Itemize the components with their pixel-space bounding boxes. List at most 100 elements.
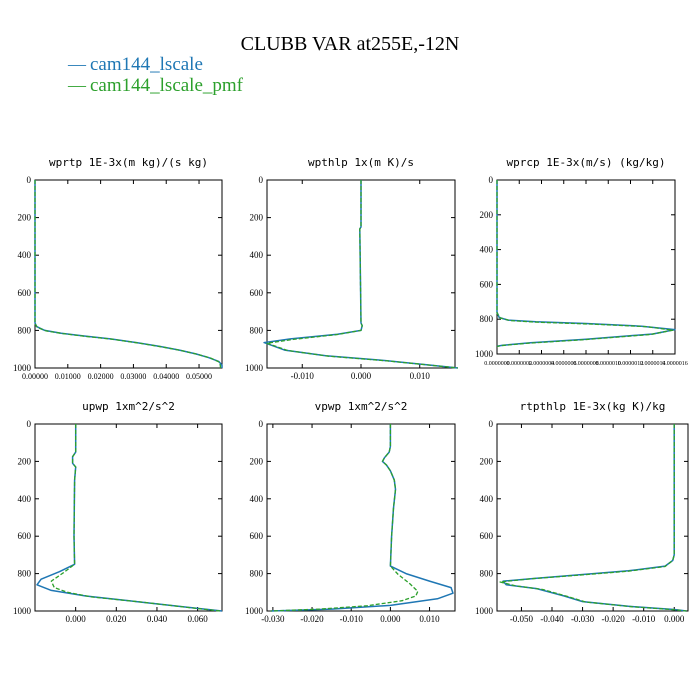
y-tick-label-wprcp: 1000 [475,349,494,359]
panel-vpwp: vpwp 1xm^2/s^2 0 200 400 600 800 1000-0.030 -0.… [245,400,456,624]
x-tick-label-wprtp: 0.05000 [186,372,212,381]
y-tick-label-vpwp: 200 [250,456,264,466]
x-tick-label-upwp: 0.040 [147,614,168,624]
panels: wprtp 1E-3x(m kg)/(s kg) 0 200 400 600 800 100… [13,156,689,624]
figure-title: CLUBB VAR at255E,-12N [241,33,460,55]
plot-frame-wprtp [34,179,223,369]
y-tick-label-rtpthlp: 600 [480,531,494,541]
legend-swatch-lscale: — [67,54,87,74]
series-line-wprcp-lscale [496,180,676,347]
y-tick-label-wpthlp: 600 [250,288,264,298]
panel-title-wprtp: wprtp 1E-3x(m kg)/(s kg) [49,156,208,169]
y-tick-label-upwp: 1000 [13,606,32,616]
y-tick-label-wpthlp: 400 [250,250,264,260]
y-tick-label-vpwp: 400 [250,494,264,504]
x-tick-label-rtpthlp: -0.040 [540,614,564,624]
plot-frame-wprcp [496,179,676,355]
y-tick-label-wprtp: 600 [18,288,32,298]
x-tick-label-wprtp: 0.00000 [22,372,48,381]
x-tick-label-wprcp: 0.0000004 [529,361,555,367]
x-tick-label-upwp: 0.020 [106,614,127,624]
series-line-rtpthlp-lscale-pmf [499,424,687,612]
x-tick-label-wprcp: 0.0000014 [640,361,666,367]
y-tick-label-vpwp: 600 [250,531,264,541]
panel-title-rtpthlp: rtpthlp 1E-3x(kg K)/kg [520,400,666,413]
y-tick-label-wpthlp: 1000 [245,363,264,373]
x-tick-label-rtpthlp: -0.050 [510,614,534,624]
x-tick-label-vpwp: -0.020 [300,614,324,624]
y-tick-label-wpthlp: 0 [259,175,264,185]
y-tick-label-upwp: 600 [18,531,32,541]
x-tick-label-upwp: 0.060 [187,614,208,624]
x-tick-label-wprcp: 0.0000002 [507,361,533,367]
y-tick-label-upwp: 200 [18,456,32,466]
y-tick-label-upwp: 400 [18,494,32,504]
figure-legend: — cam144_lscale — cam144_lscale_pmf [67,54,244,96]
series-line-upwp-lscale [36,424,223,612]
x-tick-label-vpwp: 0.000 [380,614,401,624]
y-tick-label-wpthlp: 200 [250,213,264,223]
x-tick-label-wprcp: 0.0000008 [573,361,599,367]
x-tick-label-vpwp: 0.010 [419,614,440,624]
panel-title-upwp: upwp 1xm^2/s^2 [82,400,175,413]
y-tick-label-wprtp: 1000 [13,363,32,373]
plot-frame-rtpthlp [496,423,689,612]
panel-wprtp: wprtp 1E-3x(m kg)/(s kg) 0 200 400 600 800 100… [13,156,223,381]
y-tick-label-wprcp: 800 [480,314,494,324]
y-tick-label-wprcp: 200 [480,210,494,220]
legend-entry-lscale: — cam144_lscale [67,54,203,75]
x-tick-label-wprcp: 0.0000012 [618,361,644,367]
y-tick-label-rtpthlp: 800 [480,569,494,579]
y-tick-label-wprcp: 400 [480,245,494,255]
y-tick-label-rtpthlp: 200 [480,456,494,466]
y-tick-label-wprcp: 0 [489,175,494,185]
x-tick-label-wprtp: 0.04000 [153,372,179,381]
plot-frame-vpwp [266,423,456,612]
series-line-vpwp-lscale [270,424,454,612]
legend-label-lscale-pmf: cam144_lscale_pmf [90,75,244,96]
series-line-wprtp-lscale [34,180,223,368]
panel-title-wpthlp: wpthlp 1x(m K)/s [308,156,414,169]
x-tick-label-rtpthlp: -0.010 [632,614,656,624]
plot-frame-upwp [34,423,223,612]
x-tick-label-rtpthlp: 0.000 [664,614,685,624]
series-line-wprcp-lscale-pmf [496,180,674,348]
x-tick-label-wpthlp: -0.010 [291,371,315,381]
panel-upwp: upwp 1xm^2/s^2 0 200 400 600 800 1000 0.000 0.02… [13,400,223,624]
series-line-wprtp-lscale-pmf [34,180,222,368]
panel-wpthlp: wpthlp 1x(m K)/s 0 200 400 600 800 1000 -0.010 0… [245,156,458,381]
y-tick-label-vpwp: 1000 [245,606,264,616]
x-tick-label-wprtp: 0.01000 [55,372,81,381]
panel-wprcp: wprcp 1E-3x(m/s) (kg/kg) 0 200 400 600 800 100… [475,156,688,367]
series-line-rtpthlp-lscale [502,424,687,612]
x-tick-label-vpwp: -0.010 [340,614,364,624]
y-tick-label-wprcp: 600 [480,279,494,289]
panel-title-vpwp: vpwp 1xm^2/s^2 [315,400,408,413]
series-line-upwp-lscale-pmf [50,424,221,612]
x-tick-label-wprcp: 0.0000000 [484,361,510,367]
y-tick-label-upwp: 0 [27,419,32,429]
x-tick-label-wpthlp: 0.010 [410,371,431,381]
x-tick-label-wprcp: 0.0000006 [551,361,577,367]
x-tick-label-vpwp: -0.030 [261,614,285,624]
y-tick-label-upwp: 800 [18,569,32,579]
y-tick-label-rtpthlp: 400 [480,494,494,504]
y-tick-label-rtpthlp: 1000 [475,606,494,616]
x-tick-label-wprtp: 0.03000 [120,372,146,381]
series-line-vpwp-lscale-pmf [270,424,419,612]
x-tick-label-wprcp: 0.0000016 [662,361,688,367]
panel-rtpthlp: rtpthlp 1E-3x(kg K)/kg 0 200 400 600 800 1000 -… [475,400,689,624]
y-tick-label-wprtp: 0 [27,175,32,185]
y-tick-label-wprtp: 800 [18,325,32,335]
y-tick-label-wprtp: 200 [18,213,32,223]
x-tick-label-upwp: 0.000 [66,614,87,624]
x-tick-label-rtpthlp: -0.030 [571,614,595,624]
panel-title-wprcp: wprcp 1E-3x(m/s) (kg/kg) [507,156,666,169]
x-tick-label-rtpthlp: -0.020 [602,614,626,624]
x-tick-label-wprcp: 0.0000010 [596,361,622,367]
x-tick-label-wpthlp: 0.000 [351,371,372,381]
y-tick-label-vpwp: 800 [250,569,264,579]
legend-entry-lscale-pmf: — cam144_lscale_pmf [67,75,244,96]
x-tick-label-wprtp: 0.02000 [88,372,114,381]
